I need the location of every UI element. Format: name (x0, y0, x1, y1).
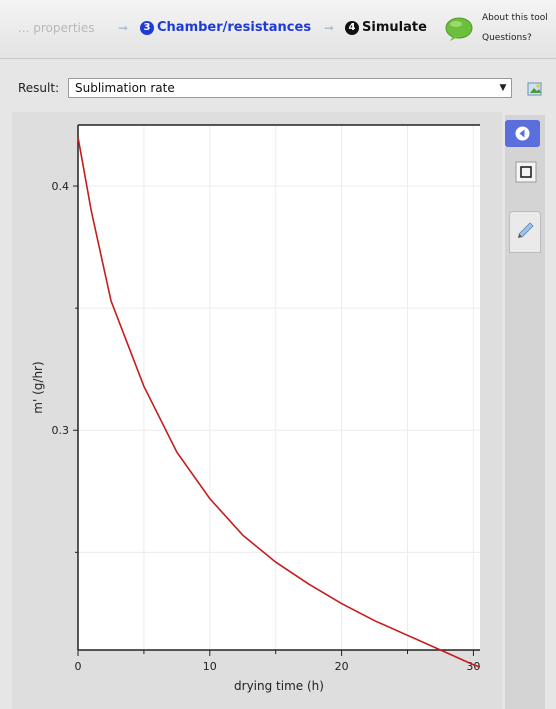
series-line (77, 137, 481, 668)
result-selected-value: Sublimation rate (75, 81, 175, 95)
questions-link[interactable]: Questions? (482, 33, 532, 43)
step-simulate[interactable]: 4 Simulate (345, 20, 427, 35)
x-axis-title: drying time (h) (234, 679, 324, 693)
about-tool-link[interactable]: About this tool (482, 13, 548, 23)
y-tick-label: 0.4 (52, 180, 70, 193)
step-chamber-resistances[interactable]: 3 Chamber/resistances (140, 20, 311, 35)
step-label: Simulate (362, 20, 427, 35)
x-tick-label: 10 (203, 660, 217, 673)
about-link[interactable]: About this tool Questions? (482, 8, 548, 48)
x-tick-label: 20 (335, 660, 349, 673)
export-image-icon[interactable] (526, 80, 544, 98)
pencil-icon (518, 222, 534, 238)
step-number-badge: 4 (345, 20, 359, 35)
chevron-down-icon[interactable]: ▼ (499, 83, 507, 93)
plot-area (78, 125, 480, 650)
zoom-box-icon[interactable] (515, 161, 537, 183)
collapse-left-icon[interactable] (505, 120, 540, 147)
step-arrow-icon: ➞ (118, 21, 129, 35)
side-toolbar (505, 115, 545, 709)
y-axis-title: m' (g/hr) (31, 361, 45, 413)
result-dropdown[interactable]: Sublimation rate ▼ (68, 78, 512, 98)
y-tick-label: 0.3 (52, 424, 70, 437)
result-label: Result: (18, 81, 60, 95)
help-bubble-icon[interactable] (444, 17, 474, 41)
step-number-badge: 3 (140, 20, 154, 35)
draw-tool-button[interactable] (509, 211, 541, 253)
sublimation-rate-chart: 0 10 20 300.30.4 drying time (h) m' (g/hr) (31, 124, 481, 693)
step-previous[interactable]: ... properties (18, 21, 95, 35)
step-arrow-icon: ➞ (324, 21, 335, 35)
step-navigation-bar: ... properties ➞ 3 Chamber/resistances ➞… (0, 0, 556, 59)
x-tick-label: 0 (75, 660, 82, 673)
step-label: Chamber/resistances (157, 20, 312, 35)
chart-panel: 0 10 20 30 0.3 0.4 drying time (h) m' (g/hr) (12, 112, 502, 709)
